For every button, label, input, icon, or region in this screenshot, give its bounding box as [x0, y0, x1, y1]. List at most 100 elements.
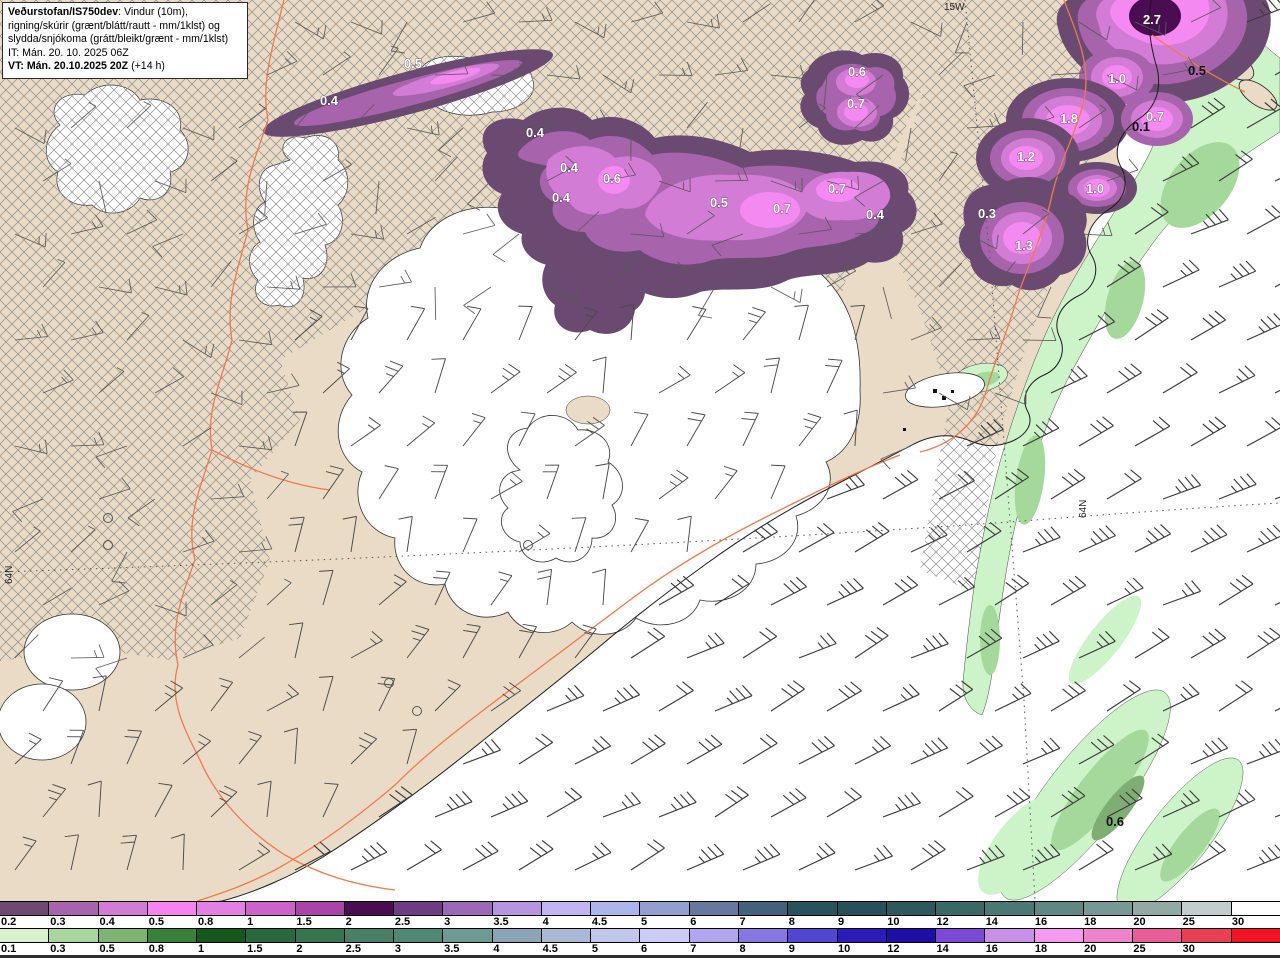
wind-barb-icon: [375, 180, 380, 214]
wind-barb-icon: [14, 836, 37, 871]
wind-barb-icon: [350, 305, 369, 341]
wind-barb-icon: [42, 783, 66, 818]
colorbar-cell: [197, 929, 247, 942]
wind-barb-icon: [882, 375, 916, 394]
colorbar-cell: [1182, 929, 1232, 942]
wind-barb-icon: [794, 304, 809, 341]
wind-barb-icon: [1022, 105, 1055, 129]
wind-barb-icon: [882, 683, 920, 712]
wind-barb-icon: [518, 839, 554, 871]
wind-barb-icon: [462, 305, 482, 341]
wind-barb-icon: [826, 787, 862, 818]
wind-barb-icon: [938, 151, 959, 182]
colorbar-rain: [0, 928, 1280, 943]
wind-barb-icon: [378, 269, 412, 288]
wind-barb-icon: [630, 223, 665, 238]
map-label-layer: 0.5 0.4 0.4 0.4 0.6 0.4 0.5 0.7 0.7 0.4 0.6 0.7 2.7 1…: [4, 2, 1206, 829]
colorbar-rain-labels: 0.1 0.3 0.5 0.8 1 1.5 2 2.5 3 3.5 4 4.5 5 6 7 8 9 10 12 14 1…: [0, 943, 1280, 955]
glacier-layer: [0, 189, 985, 761]
colorbar-legend: 0.2 0.3 0.4 0.5 0.8 1 1.5 2 2.5 3 3.5 4 4.5 5 6 7 8 9 10 12…: [0, 901, 1280, 958]
wind-barb-icon: [266, 275, 301, 290]
wind-barb-icon: [882, 286, 892, 320]
wind-barb-icon: [1021, 21, 1024, 56]
precip-value-label: 0.6: [603, 171, 621, 186]
wind-barb-icon: [966, 418, 1004, 447]
wind-barb-icon: [238, 103, 266, 129]
wind-barb-icon: [14, 127, 47, 144]
colorbar-tick-label: 12: [887, 943, 900, 955]
wind-barb-icon: [518, 305, 533, 341]
wind-barb-icon: [602, 263, 631, 288]
wind-barb-icon: [711, 233, 744, 257]
wind-barb-icon: [257, 780, 272, 818]
colorbar-cell: [1083, 902, 1134, 915]
wind-barb-icon: [518, 113, 553, 129]
wind-barb-icon: [70, 431, 105, 447]
wind-barb-icon: [154, 367, 184, 394]
colorbar-tick-label: 4.5: [591, 916, 608, 928]
wind-barb-icon: [518, 623, 538, 659]
coastline: [189, 0, 1160, 907]
precip-value-label: 0.4: [552, 190, 571, 205]
map-area: 0.5 0.4 0.4 0.4 0.6 0.4 0.5 0.7 0.7 0.4 0.6 0.7 2.7 1…: [0, 0, 1280, 913]
wind-barb-icon: [490, 363, 521, 394]
wind-barb-icon: [1106, 469, 1142, 500]
wind-barb-icon: [536, 568, 553, 606]
wind-barb-icon: [546, 684, 585, 712]
wind-barb-icon: [882, 792, 921, 818]
wind-barb-icon: [431, 358, 446, 394]
colorbar-tick-label: 12: [936, 916, 949, 928]
wind-barb-icon: [1162, 363, 1198, 394]
wind-barb-icon: [630, 839, 665, 871]
wind-barb-icon: [266, 50, 298, 76]
wind-barb-icon: [763, 357, 781, 394]
wind-barb-icon: [294, 212, 327, 235]
colorbar-cell: [886, 929, 937, 942]
wind-barb-icon: [1246, 313, 1280, 341]
wind-barb-icon: [574, 109, 608, 129]
wind-barb-icon: [342, 515, 357, 553]
wind-barb-icon: [434, 679, 461, 712]
wind-barb-icon: [152, 233, 184, 258]
wind-barb-icon: [823, 74, 828, 108]
wind-barb-icon: [70, 214, 104, 235]
wind-barb-icon: [1134, 843, 1173, 871]
wind-barb-icon: [406, 840, 442, 871]
colorbar-tick-label: 0.4: [99, 916, 115, 928]
wind-barb-icon: [854, 845, 893, 871]
calm-wind-icon: [523, 540, 533, 550]
wind-barb-icon: [490, 571, 513, 606]
wind-barb-icon: [1134, 733, 1170, 765]
title-line-4: IT: Mán. 20. 10. 2025 06Z: [8, 46, 129, 59]
precip-value-label: 0.5: [404, 56, 422, 71]
wind-barb-icon: [462, 517, 478, 553]
wind-barb-icon: [1037, 286, 1052, 319]
wind-barb-icon: [546, 787, 582, 818]
wind-barb-icon: [1190, 0, 1221, 23]
colorbar-cell: [788, 929, 838, 942]
wind-barb-icon: [289, 622, 304, 659]
wind-barb-icon: [742, 843, 781, 871]
wind-barb-icon: [462, 412, 486, 447]
wind-barb-icon: [490, 62, 525, 77]
wind-barb-icon: [182, 530, 215, 553]
wind-barb-icon: [910, 840, 946, 871]
wind-barb-icon: [1190, 416, 1227, 447]
wind-barb-icon: [1190, 208, 1229, 235]
calm-wind-icon: [103, 513, 113, 523]
colorbar-tick-label: 25: [1182, 916, 1195, 928]
wind-barb-icon: [1134, 628, 1170, 659]
wind-barb-icon: [1218, 574, 1254, 606]
wind-barb-icon: [770, 680, 805, 712]
wind-barb-icon: [602, 162, 636, 182]
colorbar-tick-label: 3: [394, 943, 401, 955]
wind-barb-icon: [124, 729, 142, 765]
wind-barb-icon: [266, 373, 300, 394]
wind-barb-icon: [1050, 365, 1088, 394]
precip-value-label: 0.6: [1106, 814, 1124, 829]
wind-barb-icon: [571, 517, 587, 553]
colorbar-cell: [1133, 902, 1183, 915]
wind-barb-icon: [42, 587, 72, 606]
wind-barb-icon: [350, 842, 388, 871]
